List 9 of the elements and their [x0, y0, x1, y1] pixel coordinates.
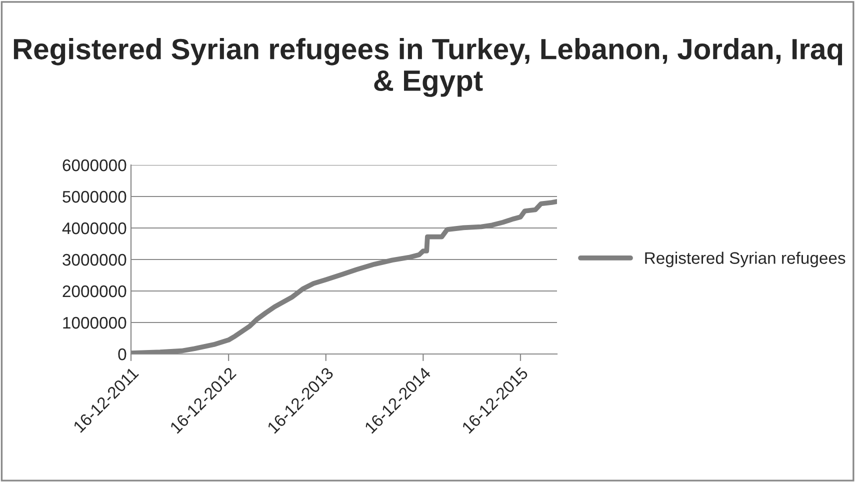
y-tick-label: 4000000	[62, 222, 126, 234]
y-tick-label: 5000000	[62, 190, 126, 203]
y-tick-label: 1000000	[63, 316, 126, 329]
y-tick-label: 2000000	[62, 285, 126, 298]
y-tick-label: 6000000	[62, 159, 126, 172]
y-tick-label: 0	[118, 348, 126, 360]
chart-title: Registered Syrian refugees in Turkey, Lebanon, Jordan, Iraq & Egypt	[14, 38, 842, 97]
y-tick-label: 3000000	[62, 254, 126, 266]
legend-label: Registered Syrian refugees	[645, 252, 846, 268]
